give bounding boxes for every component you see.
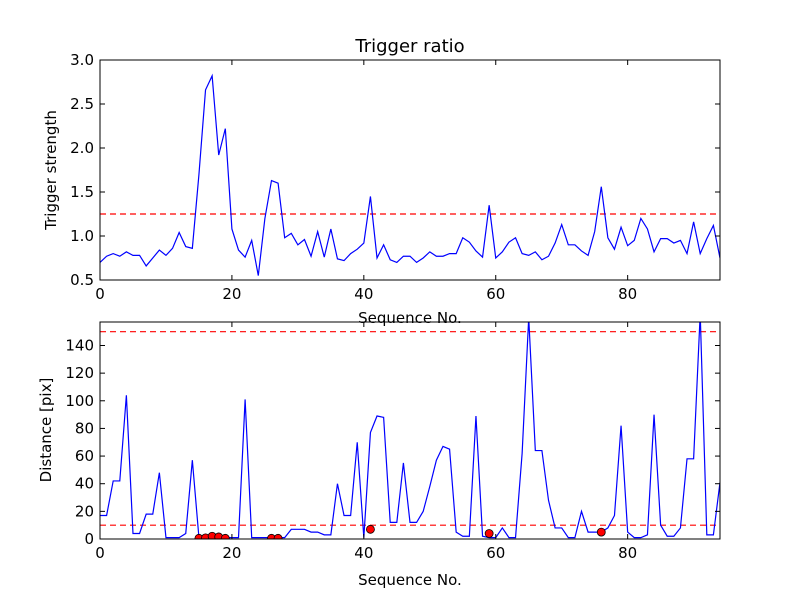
top-x-tick-label: 40 [354,285,373,303]
bottom-marker-point [366,524,375,534]
top-y-tick-label: 1.0 [70,227,94,245]
bottom-x-tick-label: 0 [95,544,105,562]
bottom-marker-point [273,533,283,539]
top-x-axis-label: Sequence No. [358,309,462,327]
bottom-x-tick-label: 80 [618,544,637,562]
bottom-y-tick-label: 120 [65,364,94,382]
top-y-tick-label: 3.0 [70,51,94,69]
top-y-tick-label: 2.0 [70,139,94,157]
top-x-tick-label: 0 [95,285,105,303]
top-x-tick-label: 20 [222,285,241,303]
top-y-tick-label: 2.5 [70,95,94,113]
top-clipped-content [100,73,720,276]
bottom-y-tick-label: 60 [75,447,94,465]
bottom-marker-point [484,529,494,538]
bottom-y-tick-label: 0 [84,530,94,548]
bottom-x-axis-label: Sequence No. [358,571,462,589]
top-y-tick-label: 0.5 [70,271,94,289]
top-y-axis-label: Trigger strength [42,110,60,231]
bottom-clipped-content [100,322,720,539]
chart-title: Trigger ratio [354,36,464,57]
bottom-x-tick-label: 20 [222,544,241,562]
bottom-x-tick-label: 60 [486,544,505,562]
top-y-tick-label: 1.5 [70,183,94,201]
top-x-tick-label: 60 [486,285,505,303]
bottom-axes-frame [99,321,721,540]
bottom-y-tick-label: 40 [75,475,94,493]
bottom-y-tick-label: 80 [75,419,94,437]
bottom-ticks: 0 20 40 60 80 0 20 40 60 80 100 120 140 [65,322,720,562]
bottom-marker-point [220,533,230,539]
bottom-y-tick-label: 20 [75,502,94,520]
bottom-plot-area [100,322,720,539]
bottom-y-tick-label: 140 [65,336,94,354]
top-plot-area [100,73,720,276]
top-axes-frame [99,59,721,281]
distance-chart: 0 20 40 60 80 0 20 40 60 80 100 120 140 Sequence No.… [37,321,721,589]
top-x-tick-label: 80 [618,285,637,303]
bottom-marker-point [596,527,606,537]
bottom-x-tick-label: 40 [354,544,373,562]
top-series-line [100,73,720,276]
bottom-y-tick-label: 100 [65,392,94,410]
bottom-y-axis-label: Distance [pix] [37,378,55,483]
top-ticks: 0 20 40 60 80 0.5 1.0 1.5 2.0 2.5 3.0 [70,51,720,303]
